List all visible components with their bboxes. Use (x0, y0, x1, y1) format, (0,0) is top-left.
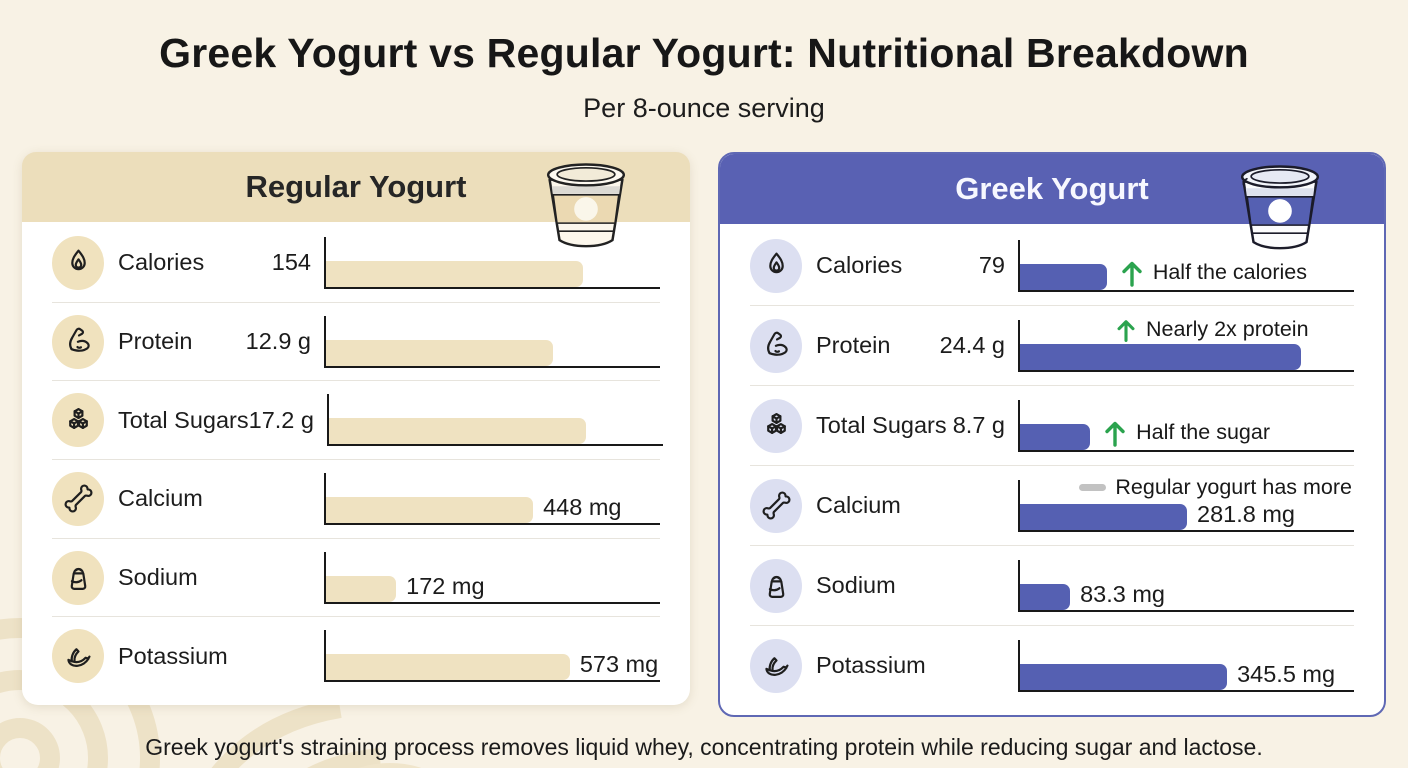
sugar-cubes-icon (750, 398, 802, 453)
nutrient-value: 79 (978, 252, 1005, 278)
green-up-arrow-icon (1120, 258, 1144, 288)
greek-yogurt-cup-icon (1240, 165, 1320, 250)
greek-panel-header: Greek Yogurt (720, 154, 1384, 250)
bar-chart-regular-potassium: 573 mg (324, 630, 660, 683)
flame-icon (750, 238, 802, 293)
footer-note: Greek yogurt's straining process removes… (145, 734, 1263, 760)
nutrient-value: 448 mg (543, 494, 622, 520)
nutrient-value: 154 (271, 249, 311, 276)
bar (326, 496, 534, 523)
bar (1020, 503, 1187, 530)
bar (1020, 263, 1107, 290)
nutrient-row-regular-calcium: Calcium 448 mg (52, 459, 660, 538)
regular-yogurt-cup-icon (546, 163, 626, 248)
nutrient-value: 12.9 g (245, 328, 311, 354)
regular-panel-title: Regular Yogurt (245, 169, 467, 204)
bar (1020, 583, 1071, 610)
bar-chart-greek-potassium: 345.5 mg (1018, 639, 1354, 692)
page-subtitle: Per 8-ounce serving (583, 93, 825, 123)
annotation-text: Half the sugar (1136, 420, 1270, 444)
green-up-arrow-icon (1115, 317, 1137, 343)
nutrient-row-regular-calories: Calories 154 (52, 224, 660, 302)
greek-yogurt-panel: Greek Yogurt Calories (718, 152, 1386, 717)
nutrient-value: 83.3 mg (1080, 580, 1166, 607)
banana-icon (750, 638, 802, 693)
bar-chart-greek-protein: Nearly 2x protein (1018, 317, 1354, 372)
salt-shaker-icon (750, 558, 802, 613)
bar (1020, 663, 1228, 690)
nutrient-label: Calories (816, 252, 903, 278)
bar-chart-regular-sugars (326, 394, 663, 447)
bar (326, 339, 554, 366)
bar-chart-greek-sodium: 83.3 mg (1018, 559, 1354, 612)
bar (1020, 423, 1091, 450)
green-up-arrow-icon (1103, 418, 1127, 448)
regular-rows: Calories 154 Protein 12.9 g (22, 222, 690, 705)
annotation: Half the calories (1120, 256, 1307, 290)
nutrient-value: 24.4 g (939, 332, 1005, 358)
annotation: Regular yogurt has more (1079, 475, 1352, 500)
nutrient-value: 281.8 mg (1197, 500, 1295, 527)
nutrient-value: 345.5 mg (1237, 660, 1336, 687)
annotation: Half the sugar (1103, 416, 1270, 450)
annotation-text: Half the calories (1152, 260, 1307, 284)
nutrient-row-greek-calcium: Calcium Regular yogurt has more 281.8 mg (750, 465, 1354, 545)
muscle-icon (52, 314, 104, 369)
nutrient-value: 17.2 g (248, 406, 314, 433)
nutrient-label: Potassium (118, 642, 228, 669)
nutrient-row-greek-sugars: Total Sugars 8.7 g Half the sugar (750, 385, 1354, 465)
regular-yogurt-panel: Regular Yogurt Calories 1 (22, 152, 690, 705)
nutrient-label: Sodium (118, 564, 198, 591)
annotation: Nearly 2x protein (1115, 317, 1309, 343)
sugar-cubes-icon (52, 393, 104, 448)
salt-shaker-icon (52, 550, 104, 605)
nutrient-label: Protein (118, 328, 193, 354)
nutrient-row-regular-sugars: Total Sugars 17.2 g (52, 380, 663, 459)
bar (1020, 343, 1301, 370)
bar (328, 418, 587, 445)
nutrient-value: 573 mg (579, 651, 659, 678)
bone-icon (52, 471, 104, 526)
nutrient-label: Total Sugars (118, 406, 249, 433)
annotation-text: Nearly 2x protein (1146, 317, 1309, 341)
regular-panel-header: Regular Yogurt (22, 152, 690, 248)
bar-chart-greek-calories: Half the calories (1018, 239, 1354, 292)
bar-chart-greek-calcium: Regular yogurt has more 281.8 mg (1018, 475, 1354, 532)
nutrient-label: Calcium (816, 492, 901, 518)
annotation-text: Regular yogurt has more (1115, 474, 1352, 499)
nutrient-row-greek-sodium: Sodium 83.3 mg (750, 545, 1354, 625)
bar (326, 654, 570, 681)
bar-chart-regular-sodium: 172 mg (324, 551, 660, 604)
nutrient-value: 8.7 g (952, 412, 1005, 438)
greek-panel-title: Greek Yogurt (955, 171, 1149, 206)
nutrient-label: Protein (816, 332, 891, 358)
nutrient-row-regular-potassium: Potassium 573 mg (52, 616, 660, 695)
nutrient-row-regular-protein: Protein 12.9 g (52, 301, 660, 381)
banana-icon (52, 629, 104, 684)
bar-chart-regular-protein (324, 315, 660, 368)
nutrient-label: Calories (118, 249, 205, 276)
muscle-icon (750, 318, 802, 373)
nutrient-row-greek-calories: Calories 79 Half the calories (750, 226, 1354, 305)
bar (326, 260, 584, 287)
bar-chart-greek-sugars: Half the sugar (1018, 399, 1354, 452)
nutrient-value: 172 mg (406, 572, 485, 599)
comparison-panels: Regular Yogurt Calories 1 (22, 152, 1386, 717)
nutrient-label: Total Sugars (816, 412, 947, 438)
nutrient-row-greek-potassium: Potassium 345.5 mg (750, 625, 1354, 705)
nutrient-label: Sodium (816, 572, 896, 598)
nutrient-label: Calcium (118, 485, 203, 512)
gray-dash-icon (1079, 483, 1107, 491)
bar (326, 575, 397, 602)
nutrient-label: Potassium (816, 652, 926, 678)
page-title: Greek Yogurt vs Regular Yogurt: Nutritio… (159, 30, 1249, 76)
bone-icon (750, 478, 802, 533)
bar-chart-regular-calories (324, 236, 660, 289)
bar-chart-regular-calcium: 448 mg (324, 472, 660, 525)
flame-icon (52, 235, 104, 290)
greek-rows: Calories 79 Half the calories Protei (720, 224, 1384, 715)
nutrient-row-regular-sodium: Sodium 172 mg (52, 537, 660, 617)
nutrient-row-greek-protein: Protein 24.4 g Nearly 2x protein (750, 305, 1354, 385)
